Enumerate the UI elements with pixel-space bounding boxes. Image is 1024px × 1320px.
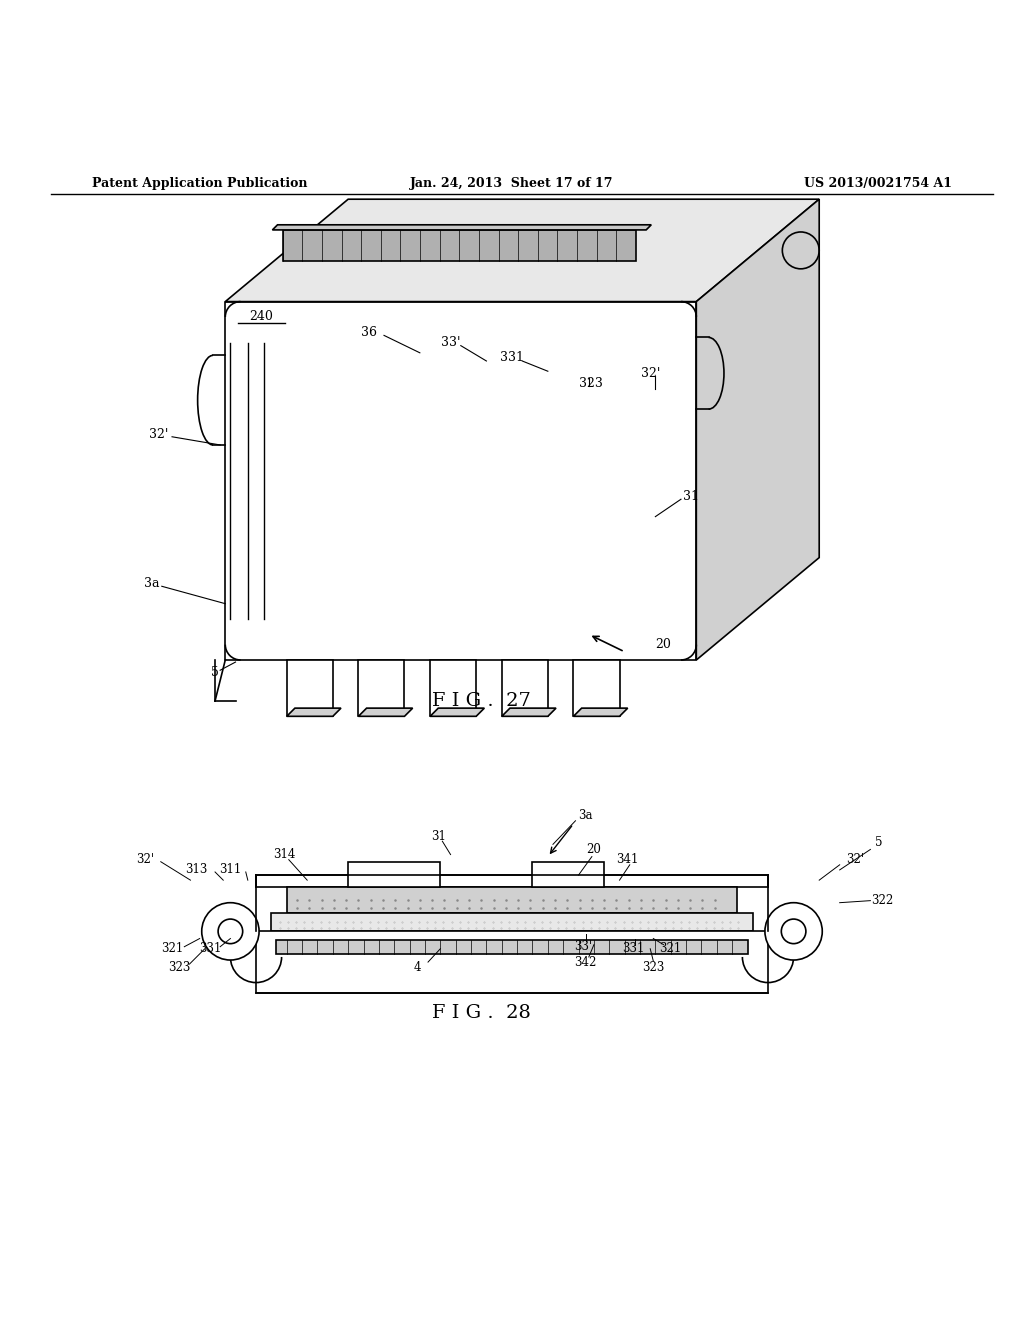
Polygon shape [358,660,404,717]
Polygon shape [573,708,628,717]
Text: 323: 323 [642,961,665,974]
Text: 321: 321 [659,942,682,956]
Polygon shape [272,224,651,230]
Text: 331: 331 [199,942,221,956]
Text: 33': 33' [440,337,461,348]
Text: Jan. 24, 2013  Sheet 17 of 17: Jan. 24, 2013 Sheet 17 of 17 [411,177,613,190]
Text: 311: 311 [219,863,242,876]
Text: 20: 20 [587,843,601,855]
Polygon shape [430,660,476,717]
Text: 5: 5 [874,836,883,849]
Text: 331: 331 [500,351,524,364]
Text: 322: 322 [871,894,894,907]
Polygon shape [287,708,341,717]
Polygon shape [696,199,819,660]
Text: 32': 32' [846,853,864,866]
Polygon shape [430,708,484,717]
Text: 341: 341 [616,853,639,866]
Polygon shape [532,862,604,887]
Text: 31: 31 [431,830,445,842]
Text: F I G .  28: F I G . 28 [432,1005,530,1022]
Text: 240: 240 [249,310,273,323]
Text: 313: 313 [185,863,208,876]
Polygon shape [573,660,620,717]
Polygon shape [256,875,768,887]
Text: 3a: 3a [579,809,593,822]
Text: F I G .  27: F I G . 27 [432,692,530,710]
Text: 20: 20 [655,638,672,651]
Text: US 2013/0021754 A1: US 2013/0021754 A1 [804,177,952,190]
Polygon shape [225,199,819,301]
Polygon shape [502,708,556,717]
Text: 32': 32' [641,367,659,380]
Text: 3a: 3a [143,577,160,590]
Text: Patent Application Publication: Patent Application Publication [92,177,307,190]
Text: 323: 323 [579,378,603,389]
Polygon shape [348,862,440,887]
Text: 33': 33' [574,940,593,953]
Polygon shape [271,913,753,932]
Text: 31: 31 [683,490,699,503]
Polygon shape [287,660,333,717]
Text: 314: 314 [273,847,296,861]
Text: 323: 323 [168,961,190,974]
Polygon shape [358,708,413,717]
Polygon shape [276,940,748,954]
Circle shape [765,903,822,960]
Text: 32': 32' [150,428,168,441]
Text: 342: 342 [574,956,597,969]
Polygon shape [287,887,737,913]
Circle shape [202,903,259,960]
Polygon shape [256,932,768,993]
Text: 4: 4 [414,961,422,974]
Polygon shape [283,230,636,260]
Polygon shape [502,660,548,717]
Text: 321: 321 [161,942,183,956]
Text: 36: 36 [360,326,377,339]
Text: 5: 5 [211,665,219,678]
Text: 331: 331 [622,942,644,956]
Text: 32': 32' [136,853,155,866]
